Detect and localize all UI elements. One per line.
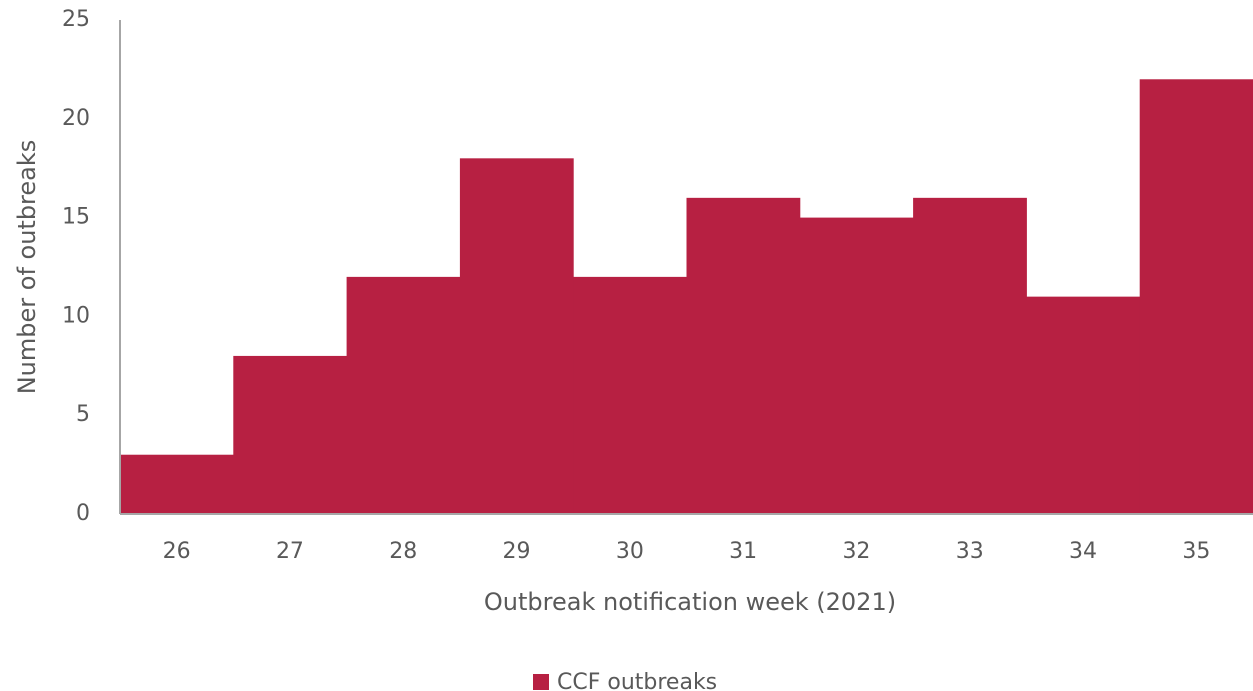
bar bbox=[686, 197, 801, 514]
x-tick-label: 33 bbox=[956, 539, 984, 564]
y-tick-label: 5 bbox=[76, 402, 90, 427]
x-tick-label: 29 bbox=[503, 539, 531, 564]
y-tick-label: 15 bbox=[62, 205, 90, 230]
bar bbox=[1026, 296, 1141, 514]
y-tick-label: 0 bbox=[76, 501, 90, 526]
legend-swatch bbox=[533, 674, 549, 690]
legend-label: CCF outbreaks bbox=[557, 670, 717, 691]
x-tick-label: 34 bbox=[1069, 539, 1097, 564]
bar bbox=[799, 217, 914, 514]
x-tick-label: 28 bbox=[389, 539, 417, 564]
y-tick-label: 25 bbox=[62, 7, 90, 32]
y-tick-label: 10 bbox=[62, 303, 90, 328]
bar bbox=[573, 276, 687, 514]
x-tick-label: 32 bbox=[842, 539, 870, 564]
bar bbox=[913, 197, 1027, 514]
x-tick-label: 26 bbox=[163, 539, 191, 564]
x-tick-label: 35 bbox=[1182, 539, 1210, 564]
y-tick-label: 20 bbox=[62, 106, 90, 131]
y-axis-title: Number of outbreaks bbox=[13, 140, 41, 395]
x-tick-label: 30 bbox=[616, 539, 644, 564]
bar bbox=[459, 158, 574, 514]
x-axis-title: Outbreak notification week (2021) bbox=[484, 588, 896, 616]
x-tick-label: 27 bbox=[276, 539, 304, 564]
bar bbox=[120, 454, 234, 514]
bar bbox=[1139, 79, 1253, 514]
x-tick-label: 31 bbox=[729, 539, 757, 564]
bar bbox=[346, 276, 461, 514]
bar bbox=[233, 355, 348, 514]
